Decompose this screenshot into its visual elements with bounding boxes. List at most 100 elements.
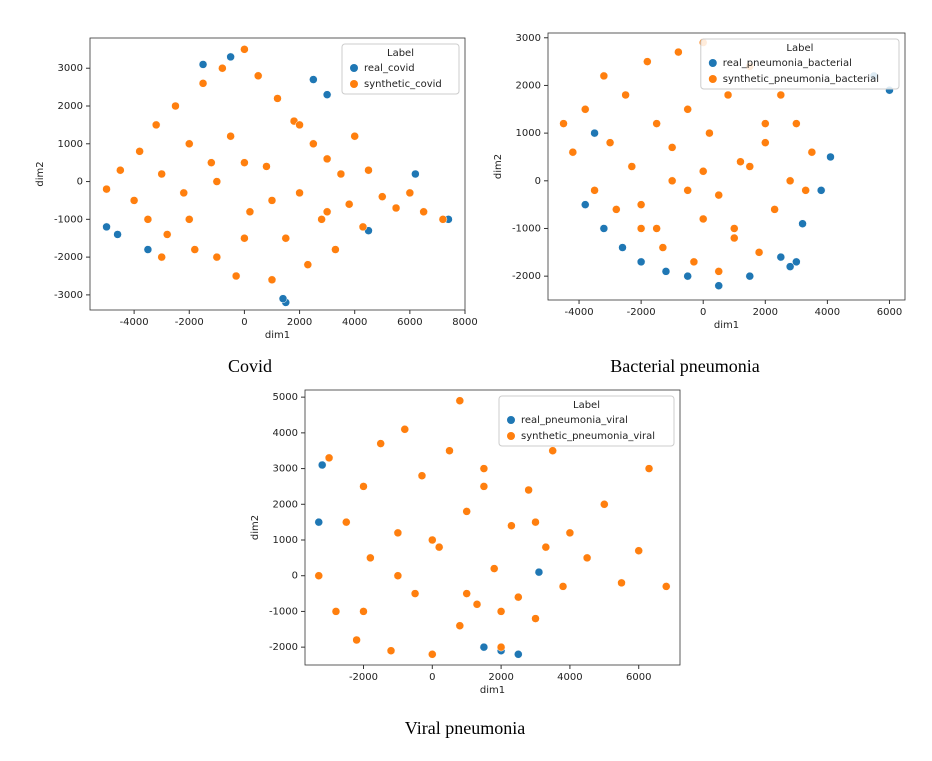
point (754, 248, 764, 257)
point (428, 650, 437, 659)
x-tick-label: 4000 (557, 672, 582, 683)
point (736, 157, 745, 166)
point (723, 90, 733, 100)
point (627, 162, 637, 171)
point (590, 128, 599, 138)
point (331, 607, 341, 616)
point (581, 105, 590, 114)
point (405, 188, 415, 198)
point (634, 546, 643, 555)
point (807, 147, 817, 157)
point (621, 90, 630, 100)
point (652, 224, 661, 233)
point (531, 614, 540, 623)
y-tick-label: 2000 (516, 80, 541, 91)
point (455, 621, 465, 630)
x-tick-label: 0 (429, 672, 435, 683)
legend-box (341, 43, 460, 95)
point (400, 425, 410, 434)
point (129, 196, 139, 205)
x-tick-label: 0 (700, 307, 706, 318)
legend-label: synthetic_pneumonia_viral (521, 431, 655, 442)
caption: Bacterial pneumonia (610, 356, 759, 376)
point (599, 71, 609, 81)
y-tick-label: 1000 (58, 139, 83, 150)
point (644, 464, 654, 473)
point (295, 188, 304, 198)
point (116, 165, 125, 175)
point (541, 542, 551, 552)
legend-box (700, 38, 900, 90)
x-tick-label: 6000 (877, 307, 902, 318)
point (590, 186, 599, 195)
x-axis-label: dim1 (714, 320, 739, 331)
x-tick-label: -2000 (627, 307, 656, 318)
point (683, 186, 692, 195)
point (245, 207, 255, 217)
point (212, 252, 222, 262)
point (698, 214, 708, 224)
point (344, 199, 354, 209)
point (218, 63, 227, 73)
legend-marker (708, 59, 717, 67)
point (714, 267, 723, 276)
legend-marker (507, 416, 515, 424)
point (455, 396, 465, 405)
legend-title: Label (786, 43, 813, 54)
point (559, 119, 568, 128)
point (428, 535, 437, 545)
point (102, 184, 111, 194)
point (386, 646, 396, 655)
point (689, 257, 699, 267)
point (612, 205, 621, 214)
y-tick-label: 0 (292, 571, 298, 582)
y-tick-label: 2000 (58, 101, 83, 112)
point (730, 233, 739, 243)
point (113, 230, 122, 239)
point (143, 245, 153, 254)
point (314, 517, 324, 527)
point (342, 517, 351, 527)
y-tick-label: 3000 (58, 63, 83, 74)
point (262, 162, 271, 171)
point (393, 571, 403, 580)
point (745, 162, 755, 171)
point (714, 190, 723, 200)
point (514, 592, 523, 602)
point (135, 147, 144, 156)
point (548, 446, 557, 455)
point (212, 177, 222, 186)
y-tick-label: 2000 (273, 499, 298, 510)
point (162, 230, 172, 239)
point (636, 224, 646, 233)
x-tick-label: 8000 (452, 317, 477, 328)
point (324, 453, 334, 463)
point (792, 119, 801, 128)
y-tick-label: 1000 (516, 128, 541, 139)
x-tick-label: 6000 (626, 672, 651, 683)
point (816, 186, 826, 195)
x-axis-label: dim1 (265, 330, 290, 341)
point (417, 471, 427, 480)
caption: Viral pneumonia (405, 718, 525, 738)
point (826, 152, 835, 162)
legend-marker (350, 64, 358, 72)
point (198, 60, 208, 69)
point (667, 176, 677, 186)
point (617, 578, 626, 588)
point (462, 589, 471, 598)
point (761, 119, 770, 128)
point (376, 439, 385, 448)
x-tick-label: -4000 (120, 317, 149, 328)
point (661, 582, 671, 591)
point (317, 215, 326, 224)
plot-frame (89, 37, 466, 311)
x-tick-label: 2000 (488, 672, 513, 683)
y-tick-label: 3000 (273, 464, 298, 475)
point (730, 224, 739, 233)
y-tick-label: 1000 (273, 535, 298, 546)
legend-marker (350, 80, 358, 88)
point (605, 138, 615, 147)
point (352, 635, 361, 645)
